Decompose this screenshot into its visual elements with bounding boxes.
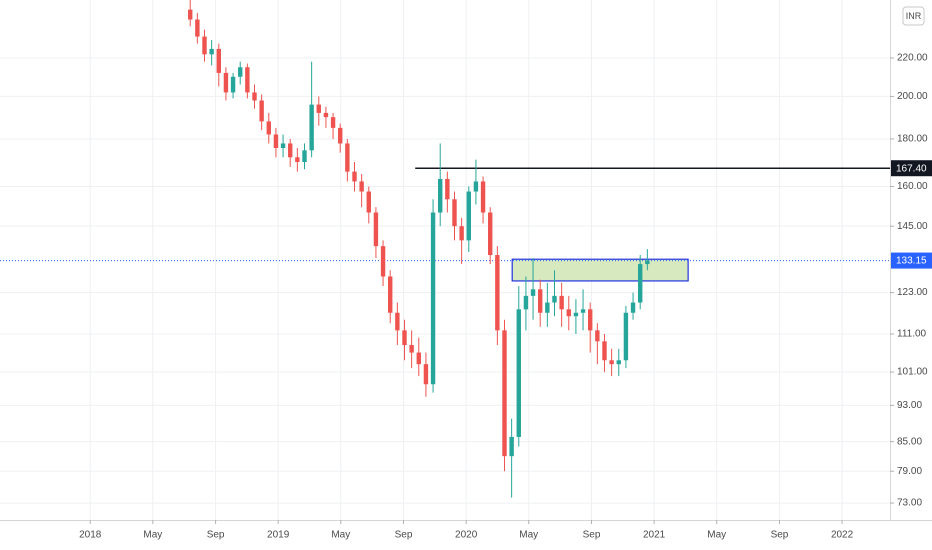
candle-body	[202, 36, 207, 55]
candle-body	[495, 255, 500, 331]
candle-body	[352, 171, 357, 182]
currency-badge[interactable]	[902, 6, 925, 26]
candle-body	[595, 330, 600, 342]
candle-body	[438, 178, 443, 213]
y-tick-label: 93.00	[897, 400, 922, 411]
candle-body	[416, 352, 421, 365]
candle-body	[323, 112, 329, 118]
candle-body	[273, 134, 279, 149]
candle-body	[516, 309, 521, 437]
candle-body	[366, 191, 371, 213]
candle-body	[195, 19, 200, 37]
candle-body	[452, 199, 457, 227]
candle-body	[259, 100, 264, 122]
candle-body	[552, 295, 557, 303]
y-tick-label: 160.00	[897, 181, 928, 192]
y-tick-label: 111.00	[897, 329, 927, 340]
candle-body	[288, 143, 293, 158]
x-tick-label: Sep	[395, 530, 413, 541]
x-tick-label: May	[143, 530, 162, 541]
y-tick-label: 101.00	[897, 367, 928, 378]
x-tick-label: Sep	[207, 530, 225, 541]
candle-body	[616, 360, 621, 365]
currency-label: INR	[906, 11, 922, 21]
y-tick-label: 200.00	[897, 91, 928, 102]
x-tick-label: May	[707, 530, 726, 541]
last-price-label: 133.15	[896, 256, 927, 267]
last-price-box	[891, 252, 932, 269]
candle-body	[238, 67, 243, 77]
candle-body	[609, 360, 614, 365]
candle-body	[338, 127, 343, 144]
candle-body	[230, 76, 236, 93]
candle-body	[216, 48, 221, 73]
candle-body	[302, 150, 307, 163]
candle-body	[373, 212, 379, 247]
candle-body	[480, 181, 486, 213]
candle-body	[573, 312, 579, 317]
candle-body	[245, 67, 250, 93]
candle-body	[538, 289, 543, 313]
candle-body	[580, 309, 586, 313]
y-tick-label: 145.00	[897, 221, 928, 232]
candle-body	[402, 330, 407, 346]
candle-body	[409, 345, 414, 353]
candle-body	[545, 302, 550, 313]
candle-body	[223, 72, 229, 93]
candle-body	[430, 212, 436, 385]
y-tick-label: 220.00	[897, 53, 928, 64]
candle-body	[380, 246, 386, 277]
candle-body	[345, 143, 350, 172]
x-tick-label: 2022	[831, 530, 854, 541]
candle-body	[488, 212, 493, 256]
x-tick-label: 2019	[267, 530, 290, 541]
candle-body	[188, 9, 193, 20]
candle-body	[509, 436, 514, 457]
candle-body	[588, 309, 593, 331]
candle-body	[566, 309, 571, 317]
candle-body	[388, 276, 393, 313]
level-price-label: 167.40	[896, 163, 927, 174]
y-tick-label: 79.00	[897, 466, 922, 477]
candle-body	[637, 264, 643, 303]
candle-body	[466, 191, 471, 241]
x-tick-label: Sep	[771, 530, 789, 541]
candle-body	[330, 117, 336, 128]
y-tick-label: 180.00	[897, 134, 928, 145]
y-tick-label: 85.00	[897, 436, 922, 447]
candle-body	[602, 341, 607, 361]
candle-body	[530, 289, 536, 296]
x-tick-label: 2018	[79, 530, 102, 541]
candle-body	[623, 312, 629, 361]
candle-body	[523, 295, 529, 310]
candle-body	[309, 104, 314, 151]
candle-body	[252, 92, 257, 101]
x-tick-label: Sep	[583, 530, 601, 541]
candle-body	[473, 181, 479, 192]
candle-body	[559, 295, 564, 310]
candle-body	[645, 260, 650, 265]
candle-body	[395, 312, 400, 331]
candle-body	[295, 157, 300, 163]
candle-body	[280, 143, 286, 149]
candle-body	[359, 181, 364, 192]
candle-body	[423, 364, 429, 385]
candle-body	[266, 121, 271, 135]
level-price-box	[891, 160, 932, 177]
x-tick-label: 2021	[643, 530, 666, 541]
x-tick-label: May	[331, 530, 350, 541]
zone	[511, 258, 689, 282]
candle-body	[445, 178, 450, 200]
y-tick-label: 123.00	[897, 287, 928, 298]
candle-body	[316, 104, 321, 113]
y-tick-label: 73.00	[897, 498, 922, 509]
candle-body	[209, 48, 214, 55]
x-tick-label: May	[519, 530, 538, 541]
candle-body	[630, 302, 636, 313]
x-tick-label: 2020	[455, 530, 478, 541]
candle-body	[459, 226, 464, 241]
candle-body	[502, 330, 507, 457]
